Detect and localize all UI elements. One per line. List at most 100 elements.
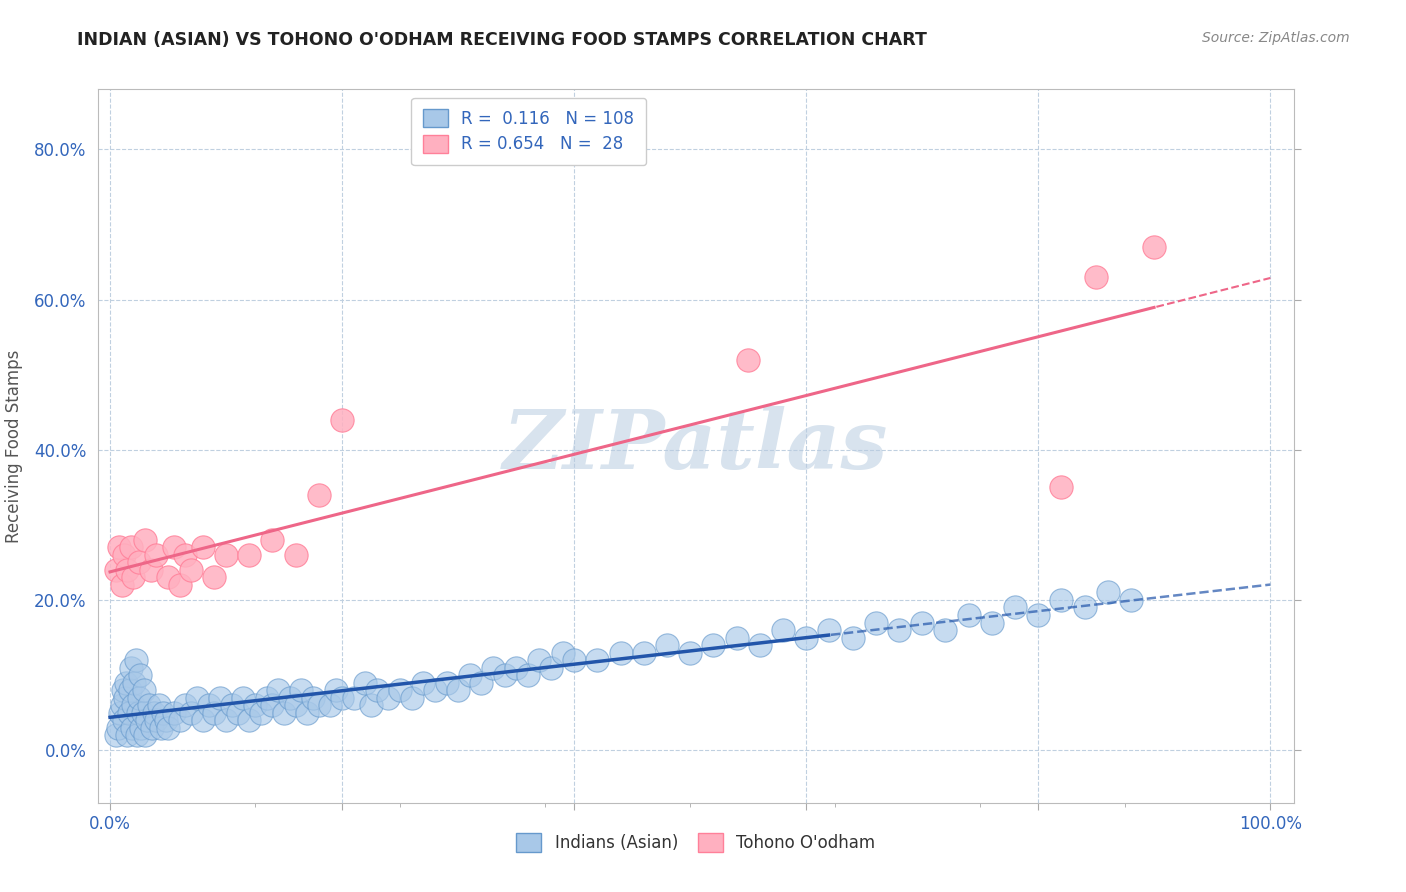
Point: [134, 533, 156, 547]
Point: [197, 698, 219, 713]
Point: [118, 683, 141, 698]
Point: [238, 548, 260, 562]
Point: [702, 638, 724, 652]
Point: [104, 563, 127, 577]
Point: [586, 653, 609, 667]
Point: [308, 698, 330, 713]
Point: [818, 623, 841, 637]
Point: [360, 698, 382, 713]
Point: [163, 541, 186, 555]
Point: [124, 653, 146, 667]
Point: [436, 675, 458, 690]
Point: [139, 563, 162, 577]
Point: [389, 683, 412, 698]
Point: [232, 690, 254, 705]
Point: [278, 690, 301, 705]
Point: [215, 548, 238, 562]
Point: [125, 728, 148, 742]
Point: [737, 352, 759, 367]
Point: [120, 660, 142, 674]
Point: [458, 668, 481, 682]
Point: [887, 623, 910, 637]
Point: [121, 721, 143, 735]
Point: [163, 706, 186, 720]
Point: [423, 683, 446, 698]
Point: [136, 713, 159, 727]
Point: [412, 675, 434, 690]
Point: [325, 683, 347, 698]
Point: [108, 541, 131, 555]
Point: [273, 706, 295, 720]
Point: [1119, 593, 1142, 607]
Point: [221, 698, 243, 713]
Point: [529, 653, 551, 667]
Point: [290, 683, 312, 698]
Point: [150, 721, 173, 735]
Point: [204, 706, 226, 720]
Point: [865, 615, 887, 630]
Point: [748, 638, 770, 652]
Point: [516, 668, 538, 682]
Point: [148, 698, 170, 713]
Point: [134, 728, 156, 742]
Point: [226, 706, 249, 720]
Point: [366, 683, 388, 698]
Point: [122, 698, 145, 713]
Point: [302, 690, 325, 705]
Point: [131, 721, 153, 735]
Text: Source: ZipAtlas.com: Source: ZipAtlas.com: [1202, 31, 1350, 45]
Point: [330, 413, 353, 427]
Point: [284, 548, 307, 562]
Point: [308, 488, 330, 502]
Point: [191, 541, 214, 555]
Point: [110, 706, 132, 720]
Point: [957, 607, 980, 622]
Point: [540, 660, 562, 674]
Point: [141, 721, 163, 735]
Point: [609, 646, 631, 660]
Point: [128, 556, 150, 570]
Point: [562, 653, 585, 667]
Point: [482, 660, 505, 674]
Point: [112, 548, 135, 562]
Point: [145, 713, 167, 727]
Point: [138, 698, 160, 713]
Point: [1004, 600, 1026, 615]
Point: [143, 706, 166, 720]
Point: [204, 570, 226, 584]
Point: [447, 683, 470, 698]
Point: [377, 690, 399, 705]
Point: [117, 728, 139, 742]
Point: [1050, 593, 1073, 607]
Point: [470, 675, 492, 690]
Point: [725, 631, 748, 645]
Point: [1026, 607, 1049, 622]
Legend: Indians (Asian), Tohono O'odham: Indians (Asian), Tohono O'odham: [510, 827, 882, 859]
Point: [132, 683, 155, 698]
Point: [112, 713, 135, 727]
Point: [128, 690, 150, 705]
Point: [250, 706, 273, 720]
Point: [262, 698, 284, 713]
Point: [262, 533, 284, 547]
Point: [129, 668, 152, 682]
Point: [494, 668, 516, 682]
Point: [551, 646, 574, 660]
Point: [169, 713, 191, 727]
Point: [117, 563, 139, 577]
Point: [256, 690, 278, 705]
Point: [115, 675, 138, 690]
Point: [330, 690, 353, 705]
Point: [1085, 270, 1108, 285]
Point: [343, 690, 366, 705]
Point: [145, 548, 167, 562]
Point: [934, 623, 956, 637]
Point: [284, 698, 307, 713]
Y-axis label: Receiving Food Stamps: Receiving Food Stamps: [6, 350, 22, 542]
Point: [319, 698, 342, 713]
Point: [180, 563, 202, 577]
Point: [120, 541, 142, 555]
Point: [104, 728, 127, 742]
Point: [122, 570, 145, 584]
Point: [124, 675, 146, 690]
